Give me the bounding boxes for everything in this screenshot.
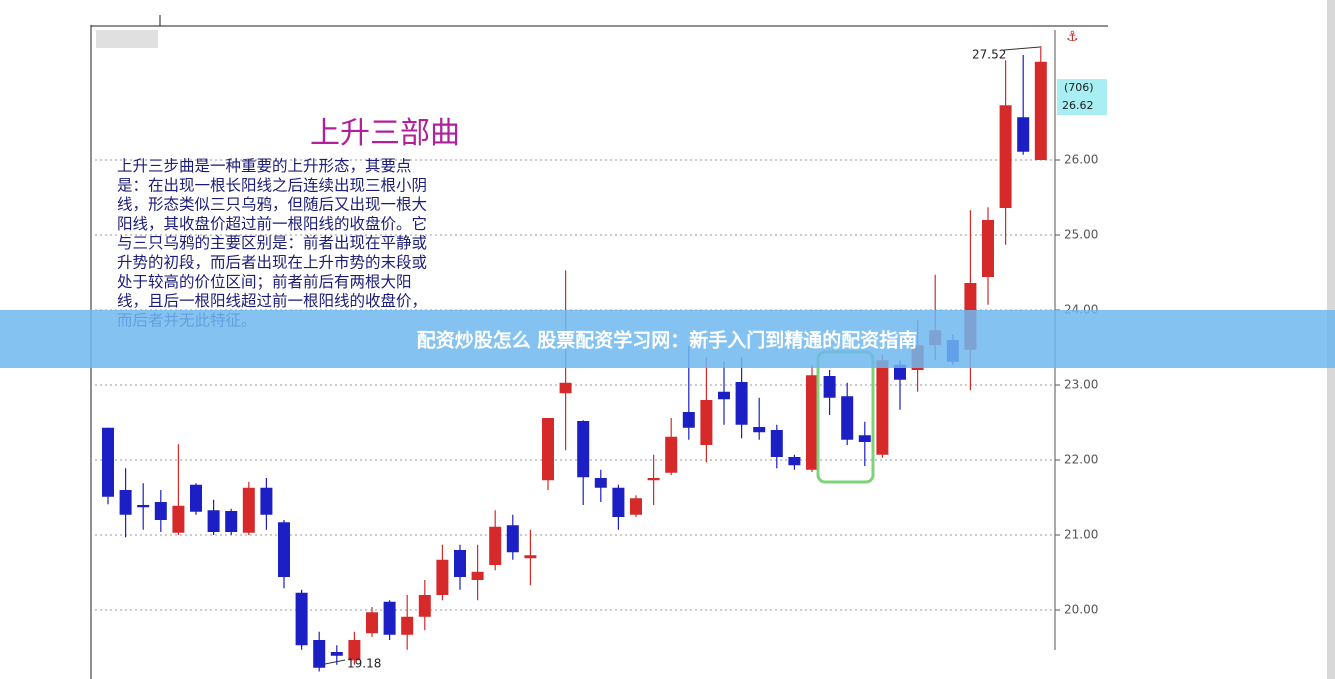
candle-body xyxy=(278,522,290,577)
candle-body xyxy=(770,430,783,457)
description-line: 升势的初段，而后者出现在上升市势的末段或 xyxy=(117,254,427,272)
candle-body xyxy=(119,490,132,515)
banner-text: 配资炒股怎么 股票配资学习网：新手入门到精通的配资指南 xyxy=(417,329,918,352)
candle-body xyxy=(753,427,766,433)
candle-body xyxy=(471,571,484,580)
candle-body xyxy=(506,525,519,553)
description-line: 线，形态类似三只乌鸦，但随后又出现一根大 xyxy=(117,196,427,214)
anchor-icon: ⚓ xyxy=(1066,29,1079,45)
candle-body xyxy=(489,526,502,565)
description-line: 是：在出现一根长阳线之后连续出现三根小阴 xyxy=(117,176,427,194)
candle-body xyxy=(577,421,590,478)
candle-body xyxy=(190,484,202,512)
candle-body xyxy=(806,375,818,470)
candle-body xyxy=(154,502,167,520)
chart-title: 上升三部曲 xyxy=(310,116,460,151)
candle-body xyxy=(612,487,625,517)
candle-body xyxy=(858,435,871,442)
candle-body xyxy=(999,105,1012,208)
candle-body xyxy=(542,418,554,481)
candle-body xyxy=(172,505,185,533)
y-tick-label: 26.00 xyxy=(1064,153,1098,167)
y-tick-label: 20.00 xyxy=(1064,603,1098,617)
description-line: 处于较高的价位区间；前者前后有两根大阳 xyxy=(117,273,412,291)
candle-body xyxy=(207,510,220,532)
y-tick-label: 22.00 xyxy=(1064,453,1098,467)
volume-label: (706) xyxy=(1064,81,1094,94)
blurred-logo xyxy=(96,30,158,48)
candle-body xyxy=(366,612,378,634)
candle-body xyxy=(348,640,361,661)
candle-body xyxy=(788,457,801,466)
y-tick-label: 23.00 xyxy=(1064,378,1098,392)
candle-body xyxy=(524,555,537,559)
candle-body xyxy=(313,640,326,668)
price-box xyxy=(1057,79,1107,115)
low-label: 19.18 xyxy=(347,657,381,671)
candle-body xyxy=(594,478,607,488)
high-pointer xyxy=(1003,46,1041,51)
candle-body xyxy=(242,487,255,533)
candle-body xyxy=(1017,117,1030,152)
description-line: 与三只乌鸦的主要区别是：前者出现在平静或 xyxy=(117,234,427,252)
candle-body xyxy=(436,559,449,595)
description-line: 上升三步曲是一种重要的上升形态，其要点 xyxy=(117,157,412,175)
candle-body xyxy=(401,616,414,635)
candle-body xyxy=(330,652,343,656)
y-tick-label: 25.00 xyxy=(1064,228,1098,242)
candle-body xyxy=(841,396,854,440)
candle-body xyxy=(647,478,660,481)
candle-body xyxy=(823,376,836,398)
candle-body xyxy=(700,400,713,445)
candle-body xyxy=(260,487,273,515)
candle-body xyxy=(682,412,695,428)
low-pointer xyxy=(324,659,346,665)
candle-body xyxy=(735,382,748,425)
high-label: 27.52 xyxy=(972,48,1006,62)
banner xyxy=(0,310,1335,368)
last-price: 26.62 xyxy=(1062,99,1094,112)
candle-body xyxy=(295,592,308,646)
candle-body xyxy=(894,364,906,380)
candle-body xyxy=(225,511,238,532)
candle-body xyxy=(454,550,466,577)
candle-body xyxy=(102,427,114,497)
y-tick-label: 21.00 xyxy=(1064,528,1098,542)
candle-body xyxy=(1034,61,1047,160)
candle-body xyxy=(982,220,994,277)
candle-body xyxy=(876,360,889,455)
candle-body xyxy=(718,391,730,400)
description-line: 阳线，其收盘价超过前一根阳线的收盘价。它 xyxy=(117,214,427,233)
candle-body xyxy=(665,436,678,473)
candle-body xyxy=(137,505,150,508)
candle-body xyxy=(383,601,396,635)
candle-body xyxy=(418,595,431,617)
description-line: 线，且后一根阳线超过前一根阳线的收盘价， xyxy=(117,291,427,310)
candle-body xyxy=(559,382,572,394)
candle-body xyxy=(630,498,642,515)
